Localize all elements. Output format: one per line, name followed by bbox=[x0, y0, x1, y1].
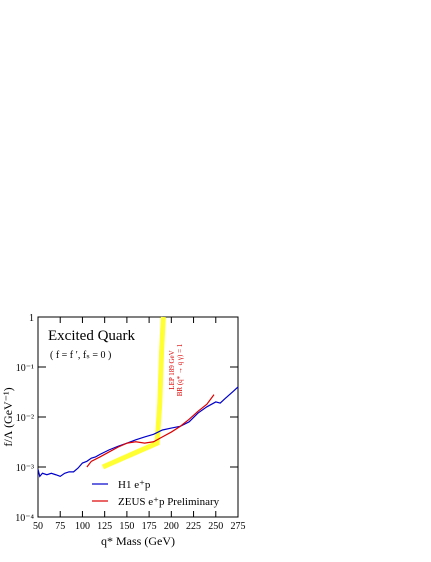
x-tick-label: 75 bbox=[55, 521, 65, 532]
x-tick-label: 200 bbox=[164, 521, 179, 532]
x-tick-label: 50 bbox=[33, 521, 43, 532]
y-tick-label: 10⁻¹ bbox=[16, 363, 34, 374]
subtitle: ( f = f ′, fₛ = 0 ) bbox=[50, 350, 111, 361]
x-tick-label: 150 bbox=[119, 521, 134, 532]
y-axis-label: f/Λ (GeV⁻¹) bbox=[1, 387, 15, 446]
annotation: BR (q* → q γ) = 1 bbox=[176, 343, 184, 396]
x-tick-label: 225 bbox=[186, 521, 201, 532]
y-tick-label: 10⁻³ bbox=[16, 463, 34, 474]
x-tick-label: 250 bbox=[208, 521, 223, 532]
line-series bbox=[86, 394, 215, 468]
line-series bbox=[37, 386, 239, 478]
x-tick-label: 125 bbox=[97, 521, 112, 532]
x-axis-label: q* Mass (GeV) bbox=[101, 534, 175, 548]
legend-label: ZEUS e⁺p Preliminary bbox=[118, 496, 220, 508]
x-tick-label: 100 bbox=[75, 521, 90, 532]
x-tick-label: 175 bbox=[142, 521, 157, 532]
y-tick-label: 1 bbox=[29, 313, 34, 324]
chart-title: Excited Quark bbox=[48, 328, 136, 344]
y-tick-label: 10⁻² bbox=[16, 413, 34, 424]
series-label: LEP 189 GeV bbox=[168, 350, 176, 389]
legend-label: H1 e⁺p bbox=[118, 479, 151, 491]
y-tick-label: 10⁻⁴ bbox=[15, 513, 34, 524]
line-series bbox=[101, 316, 166, 470]
x-tick-label: 275 bbox=[231, 521, 246, 532]
